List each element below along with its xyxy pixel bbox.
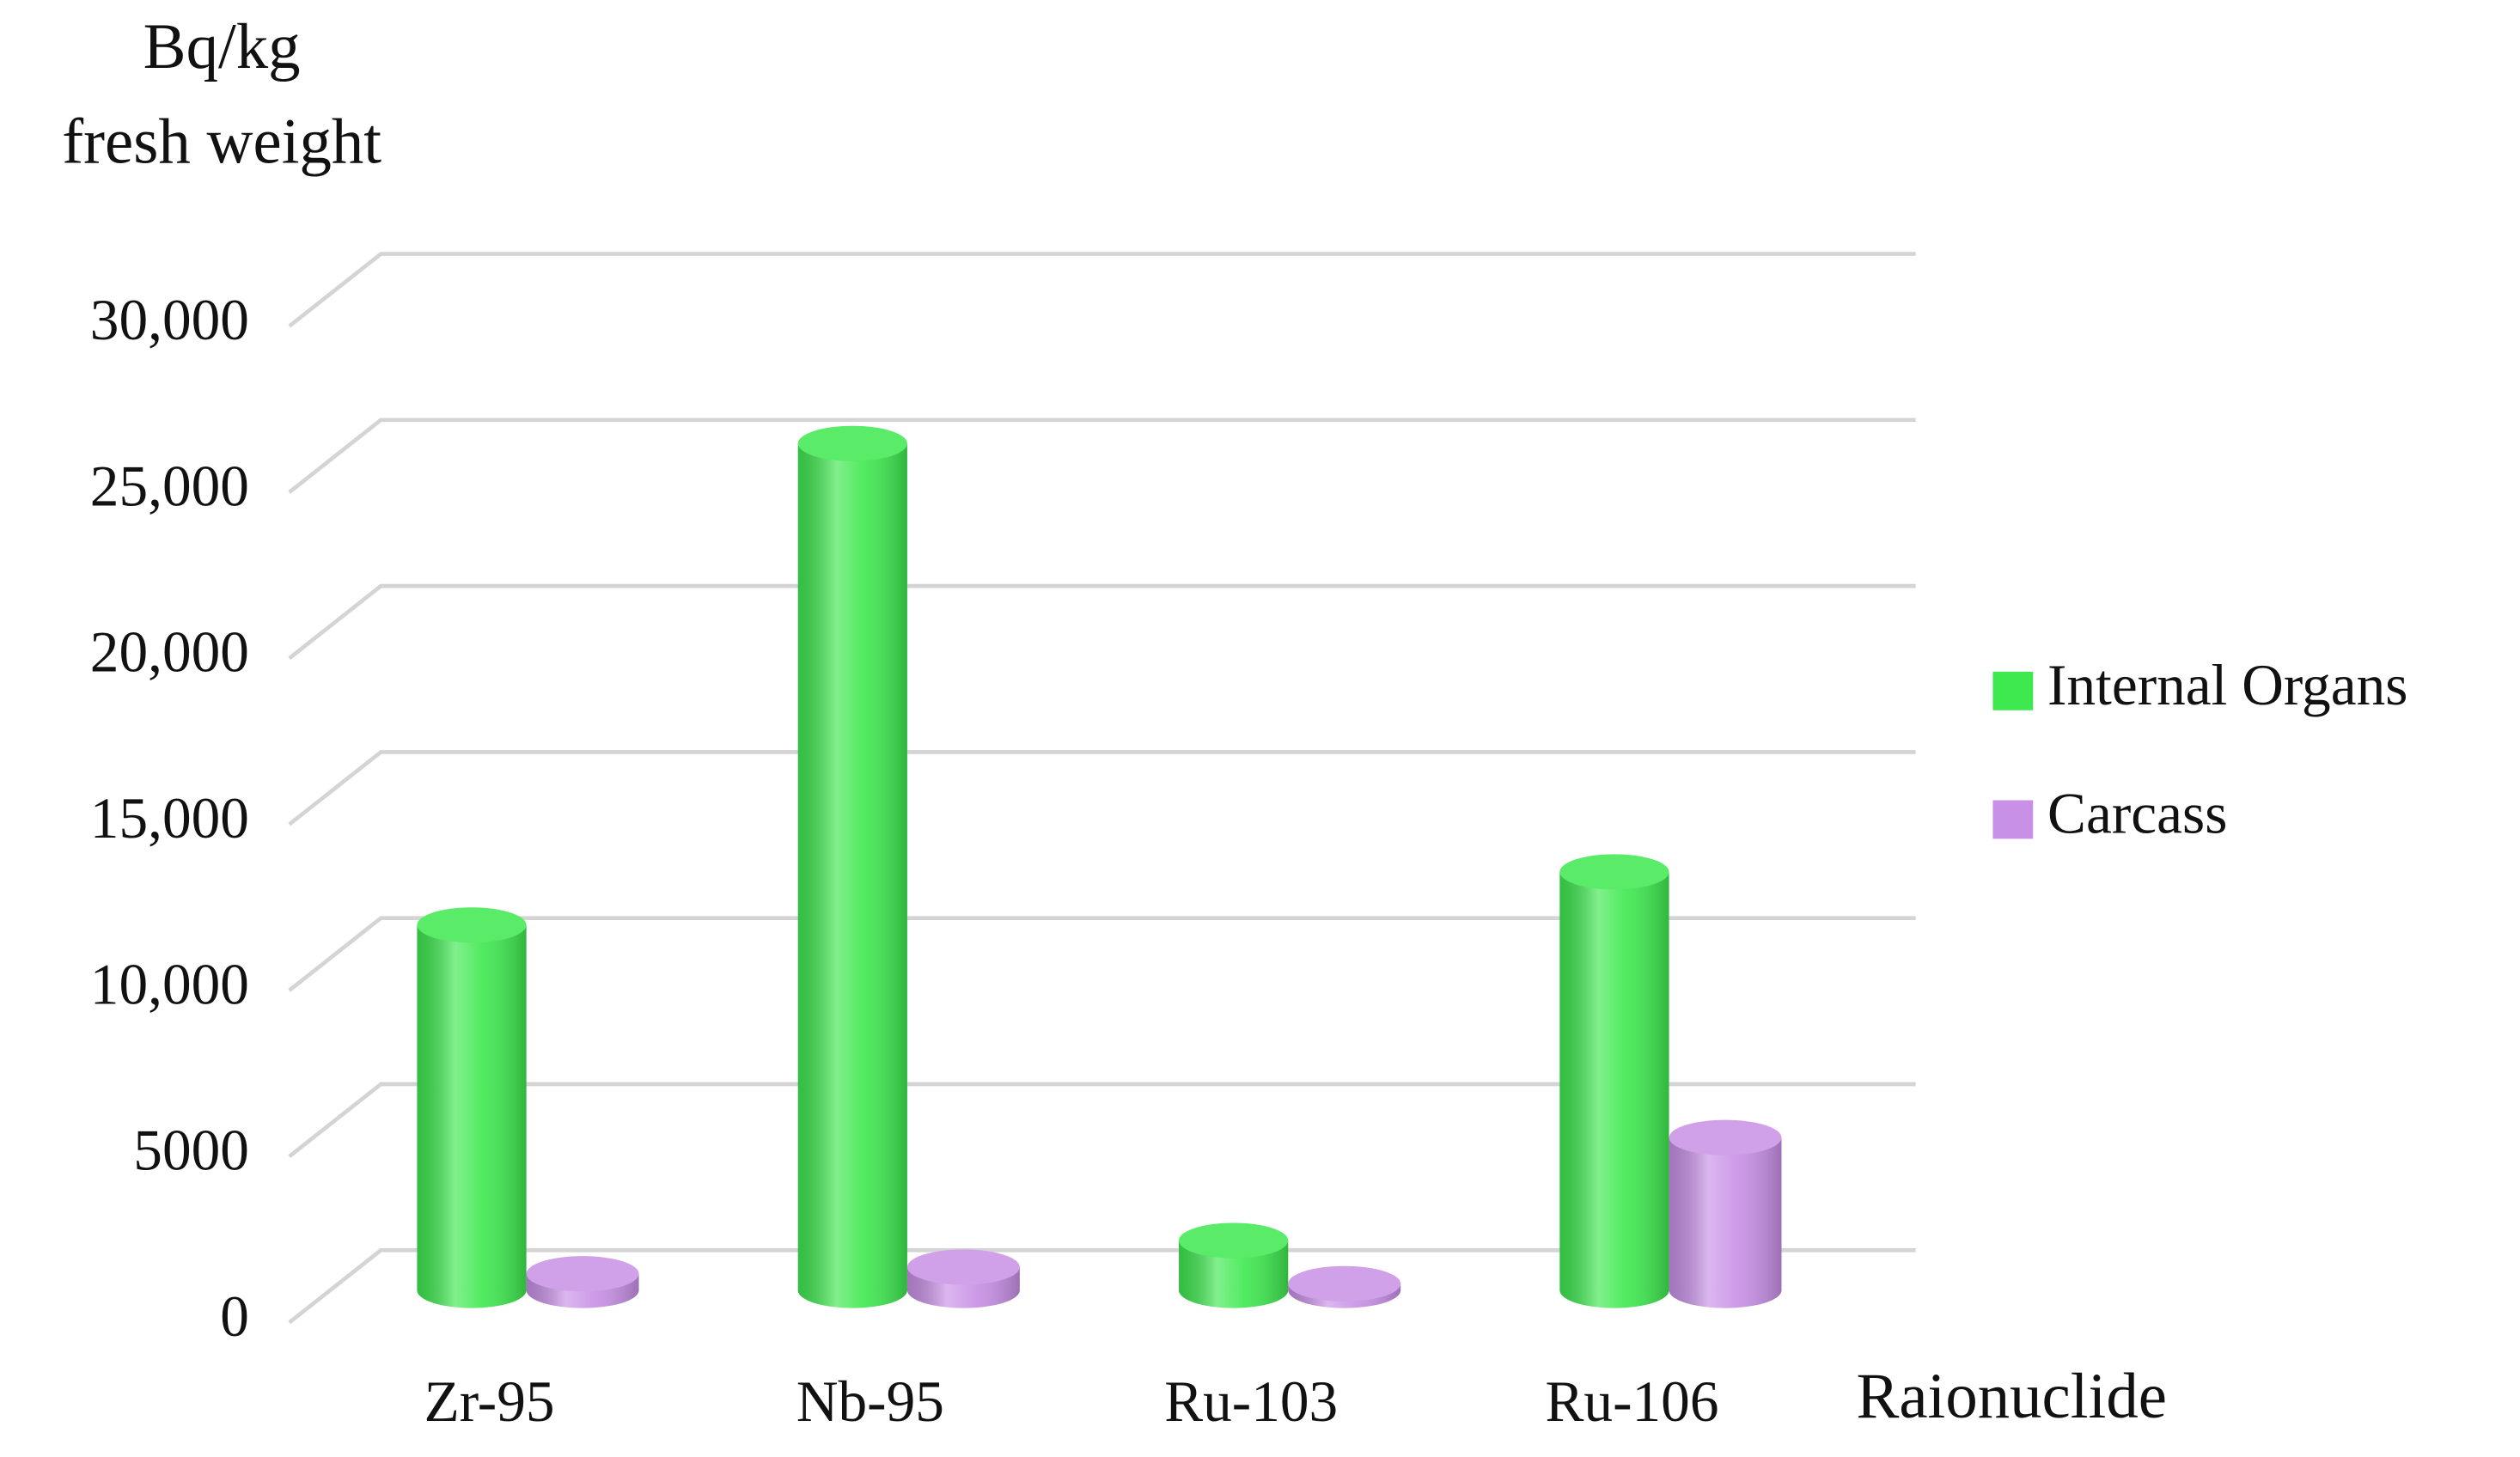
- bar-top: [1179, 1222, 1289, 1259]
- grid-line: [288, 252, 1916, 328]
- bar-top-shade: [1669, 1119, 1782, 1155]
- bar-top-shade: [1559, 854, 1669, 890]
- bar-top-shade: [1179, 1222, 1289, 1259]
- legend-label: Carcass: [2047, 781, 2227, 845]
- y-tick-label: 20,000: [90, 620, 249, 685]
- bar-top-shade: [1288, 1265, 1401, 1302]
- bar-top: [797, 425, 907, 461]
- y-tick-label: 15,000: [90, 786, 249, 850]
- bar-top: [417, 907, 527, 943]
- bar-top: [1288, 1265, 1401, 1302]
- y-tick-label: 10,000: [90, 952, 249, 1016]
- bar-shade: [1559, 871, 1669, 1291]
- bar-top: [526, 1256, 639, 1292]
- bar-shade: [797, 443, 907, 1291]
- x-tick-label: Ru-103: [1164, 1369, 1338, 1434]
- bar-top: [1669, 1119, 1782, 1155]
- y-tick-label: 30,000: [90, 288, 249, 352]
- bar-top: [906, 1249, 1020, 1285]
- bar-shade: [1669, 1137, 1782, 1291]
- grid-line: [288, 418, 1916, 494]
- x-tick-label: Nb-95: [796, 1369, 944, 1434]
- y-axis-label: fresh weight: [62, 106, 381, 177]
- x-axis-label: Raionuclide: [1856, 1361, 2167, 1432]
- legend-swatch: [1992, 800, 2034, 839]
- bar-top-shade: [417, 907, 527, 943]
- grid-line: [288, 1247, 1916, 1325]
- legend-label: Internal Organs: [2047, 653, 2407, 717]
- x-tick-label: Zr-95: [424, 1369, 555, 1434]
- bar-top-shade: [797, 425, 907, 461]
- grid-line: [288, 1082, 1916, 1158]
- y-tick-label: 25,000: [90, 454, 249, 518]
- x-tick-label: Ru-106: [1546, 1369, 1719, 1434]
- legend-swatch: [1992, 671, 2034, 710]
- y-axis-label: Bq/kg: [143, 11, 301, 82]
- bar-shade: [417, 924, 527, 1291]
- y-tick-label: 5000: [133, 1119, 249, 1183]
- y-tick-label: 0: [220, 1284, 249, 1349]
- grid-line: [288, 916, 1916, 992]
- bar-top-shade: [526, 1256, 639, 1292]
- bar-top: [1559, 854, 1669, 890]
- bar-top-shade: [906, 1249, 1020, 1285]
- grid-line: [288, 750, 1916, 826]
- grid-line: [288, 583, 1916, 661]
